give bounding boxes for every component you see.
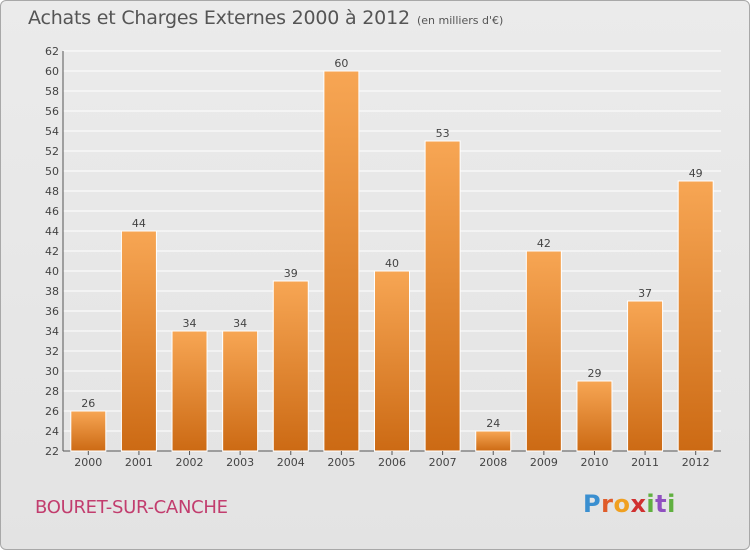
x-tick-label: 2004 [277, 456, 305, 469]
bar [171, 330, 208, 452]
y-tick-label: 62 [45, 45, 59, 58]
x-tick-label: 2009 [530, 456, 558, 469]
bars: 26 44 34 34 39 60 40 53 24 42 29 37 49 [70, 57, 714, 452]
data-label: 26 [81, 397, 95, 410]
data-label: 53 [436, 127, 450, 140]
x-tick-label: 2006 [378, 456, 406, 469]
y-tick-label: 28 [45, 385, 59, 398]
bar [627, 300, 664, 452]
y-tick-label: 30 [45, 365, 59, 378]
bar [576, 380, 613, 452]
y-tick-label: 42 [45, 245, 59, 258]
y-tick-label: 56 [45, 105, 59, 118]
y-tick-label: 50 [45, 165, 59, 178]
data-label: 44 [132, 217, 146, 230]
y-tick-labels: 22 24 26 28 30 32 34 36 38 40 42 44 46 48 50 52 54 56 58 60… [45, 45, 59, 458]
bar [120, 230, 157, 452]
data-label: 49 [689, 167, 703, 180]
chart-title: Achats et Charges Externes 2000 à 2012 [28, 7, 410, 29]
x-tick-label: 2000 [74, 456, 102, 469]
y-tick-label: 60 [45, 65, 59, 78]
y-tick-label: 52 [45, 145, 59, 158]
y-tick-label: 58 [45, 85, 59, 98]
y-tick-label: 22 [45, 445, 59, 458]
bar [323, 70, 360, 452]
data-label: 34 [183, 317, 197, 330]
y-tick-label: 46 [45, 205, 59, 218]
x-tick-label: 2002 [176, 456, 204, 469]
y-tick-label: 38 [45, 285, 59, 298]
x-tick-labels: 2000 2001 2002 2003 2004 2005 2006 2007 2008 2009… [74, 451, 710, 469]
data-label: 37 [638, 287, 652, 300]
data-label: 42 [537, 237, 551, 250]
data-label: 39 [284, 267, 298, 280]
y-tick-label: 26 [45, 405, 59, 418]
bar [374, 270, 410, 452]
x-tick-label: 2011 [631, 456, 659, 469]
data-label: 60 [334, 57, 348, 70]
y-tick-label: 54 [45, 125, 59, 138]
x-tick-label: 2008 [479, 456, 507, 469]
bar [525, 250, 562, 452]
x-tick-label: 2005 [327, 456, 355, 469]
data-label: 34 [233, 317, 247, 330]
x-tick-label: 2003 [226, 456, 254, 469]
bar [475, 430, 512, 452]
place-name: BOURET-SUR-CANCHE [35, 497, 228, 518]
bar [272, 280, 309, 452]
data-label: 24 [486, 417, 500, 430]
proxiti-logo: Proxiti [583, 490, 676, 518]
data-label: 29 [587, 367, 601, 380]
y-tick-label: 32 [45, 345, 59, 358]
y-tick-label: 48 [45, 185, 59, 198]
data-label: 40 [385, 257, 399, 270]
bar [222, 330, 259, 452]
bar [677, 180, 714, 452]
x-tick-label: 2010 [580, 456, 608, 469]
bar [70, 410, 107, 452]
x-tick-label: 2012 [682, 456, 710, 469]
y-tick-label: 24 [45, 425, 59, 438]
y-tick-label: 36 [45, 305, 59, 318]
y-tick-label: 34 [45, 325, 59, 338]
bar [424, 140, 461, 452]
x-tick-label: 2001 [125, 456, 153, 469]
x-tick-label: 2007 [429, 456, 457, 469]
y-tick-label: 40 [45, 265, 59, 278]
chart-subtitle: (en milliers d'€) [417, 14, 504, 27]
y-tick-label: 44 [45, 225, 59, 238]
